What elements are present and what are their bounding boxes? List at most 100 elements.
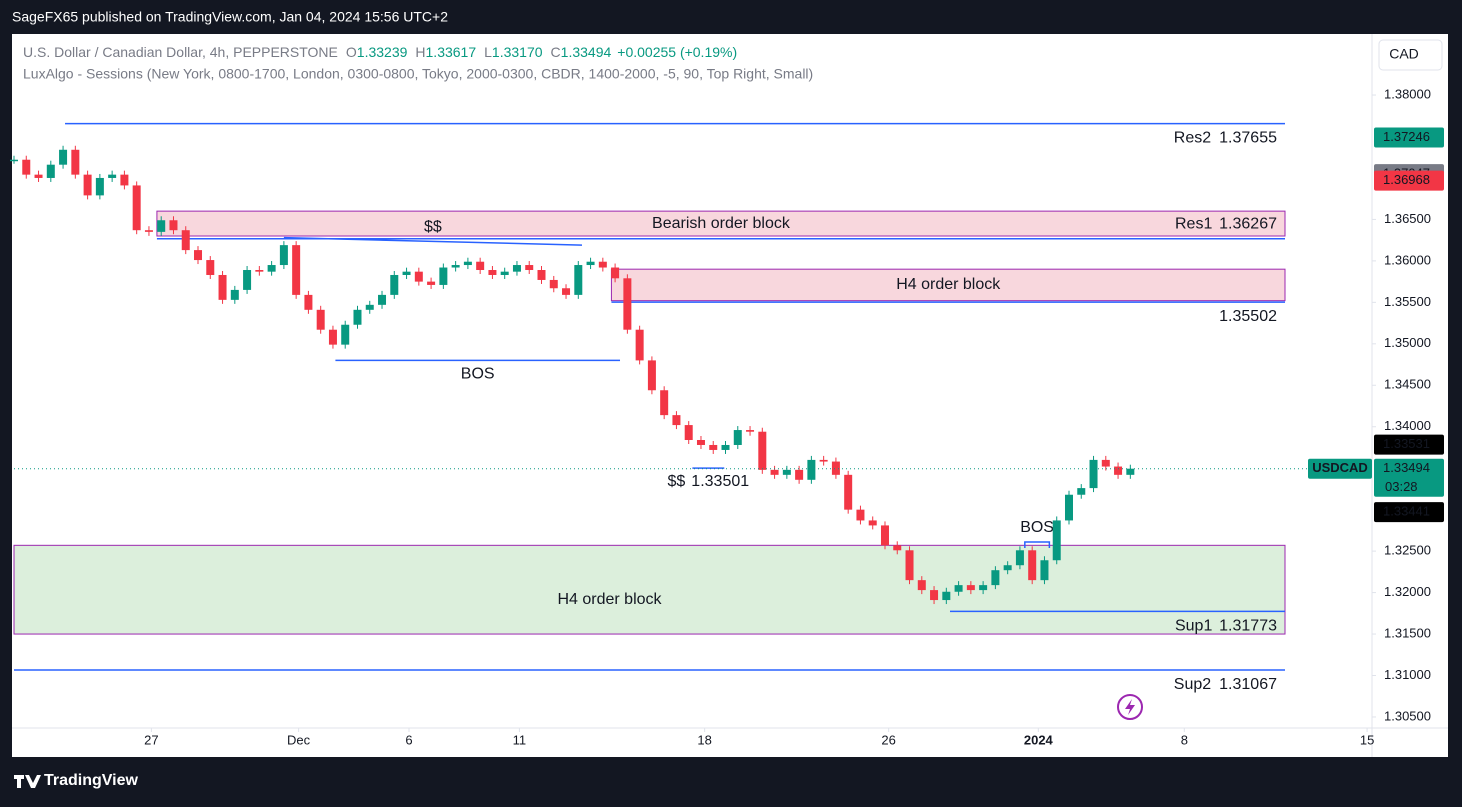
x-tick-label: 15	[1360, 732, 1374, 747]
chart-bg	[12, 34, 1448, 757]
level-name: Sup2	[1174, 676, 1211, 693]
x-tick-label: 6	[405, 732, 412, 747]
ohlc: 1.33617	[426, 44, 477, 60]
currency-button[interactable]	[1378, 39, 1443, 71]
candle	[795, 469, 804, 480]
candle	[378, 294, 387, 305]
level-name: Sup1	[1175, 618, 1212, 635]
candle	[966, 585, 975, 591]
price-tag	[1374, 434, 1444, 455]
price-tag-label: 1.37246	[1383, 129, 1430, 144]
candle	[709, 444, 718, 450]
candle	[660, 390, 669, 416]
candle	[328, 329, 337, 345]
candle	[59, 149, 68, 165]
y-tick-label: 1.31500	[1384, 625, 1431, 640]
candle	[672, 415, 681, 426]
candle	[635, 329, 644, 361]
candle	[1028, 550, 1037, 581]
candle	[868, 520, 877, 526]
y-tick-label: 1.35500	[1384, 294, 1431, 309]
annotation-text: BOS	[1020, 519, 1054, 536]
annotation-text: $$	[424, 219, 442, 236]
candle	[292, 245, 301, 295]
candle	[194, 250, 203, 261]
zone-label: Bearish order block	[652, 215, 791, 232]
candle	[684, 425, 693, 441]
annotation-value: 1.33501	[691, 473, 749, 490]
candle	[132, 185, 141, 231]
price-tag-label: 1.36968	[1383, 172, 1430, 187]
ohlc: 1.33494	[561, 44, 612, 60]
zone	[156, 210, 1286, 237]
price-tag-label: 1.33494	[1383, 460, 1430, 475]
x-tick-label: 27	[144, 732, 158, 747]
candle	[500, 271, 509, 275]
level-name: Res1	[1175, 216, 1212, 233]
y-tick-label: 1.34500	[1384, 377, 1431, 392]
candle	[46, 164, 55, 178]
candle	[390, 274, 399, 295]
y-tick-label: 1.38000	[1384, 86, 1431, 101]
candle	[341, 324, 350, 345]
candle	[439, 267, 448, 285]
candle	[488, 270, 497, 275]
candle	[144, 230, 153, 232]
candle	[574, 265, 583, 295]
candle	[942, 591, 951, 601]
candle	[611, 267, 620, 279]
candle	[267, 265, 276, 272]
publisher: SageFX65 published on TradingView.com, J…	[12, 9, 448, 25]
candle	[304, 294, 313, 310]
price-tag	[1374, 170, 1444, 191]
level-value: 1.35502	[1219, 308, 1277, 325]
y-tick-label: 1.32500	[1384, 543, 1431, 558]
candle	[893, 545, 902, 551]
candle	[83, 174, 92, 196]
ohlc: 1.33239	[357, 44, 408, 60]
annotation-label: BOS	[1020, 519, 1054, 536]
ohlc-key: L	[484, 44, 492, 60]
change: +0.00255 (+0.19%)	[617, 44, 737, 60]
price-tag-label: 1.33531	[1383, 436, 1430, 451]
annotation-label: $$ 1.33501	[668, 473, 750, 490]
y-tick-label: 1.36000	[1384, 252, 1431, 267]
level-label: Res1 1.36267	[1175, 216, 1277, 233]
zone-label: H4 order block	[896, 276, 1001, 293]
candle	[880, 525, 889, 546]
candle	[316, 309, 325, 330]
level-value: 1.36267	[1219, 216, 1277, 233]
candle	[586, 261, 595, 266]
alert-icon[interactable]	[1117, 694, 1143, 720]
candle	[1126, 468, 1135, 475]
candle	[1052, 520, 1061, 561]
candle	[537, 270, 546, 280]
candle	[279, 245, 288, 266]
currency[interactable]: CAD	[1389, 46, 1419, 62]
candle	[218, 274, 227, 300]
candle	[819, 459, 828, 462]
candle	[230, 289, 239, 300]
level-value: 1.31067	[1219, 676, 1277, 693]
y-tick-label: 1.36500	[1384, 211, 1431, 226]
candle	[71, 149, 80, 175]
candle	[95, 177, 104, 196]
candle	[746, 430, 755, 432]
candle	[696, 440, 705, 445]
x-tick-label: 11	[513, 732, 527, 747]
annotation-label: $$	[424, 219, 442, 236]
annotation-text: $$	[668, 473, 686, 490]
zone	[13, 544, 1286, 635]
candle	[733, 430, 742, 445]
level-label: Sup1 1.31773	[1175, 618, 1277, 635]
candle	[905, 550, 914, 581]
level-label: Res2 1.37655	[1174, 130, 1277, 147]
candle	[623, 278, 632, 330]
y-tick-label: 1.30500	[1384, 708, 1431, 723]
y-tick-label: 1.31000	[1384, 667, 1431, 682]
level-name: Res2	[1174, 130, 1211, 147]
ohlc-key: O	[346, 44, 357, 60]
x-tick-label: 8	[1181, 732, 1188, 747]
candle	[525, 265, 534, 271]
alert-bolt	[1125, 699, 1135, 715]
